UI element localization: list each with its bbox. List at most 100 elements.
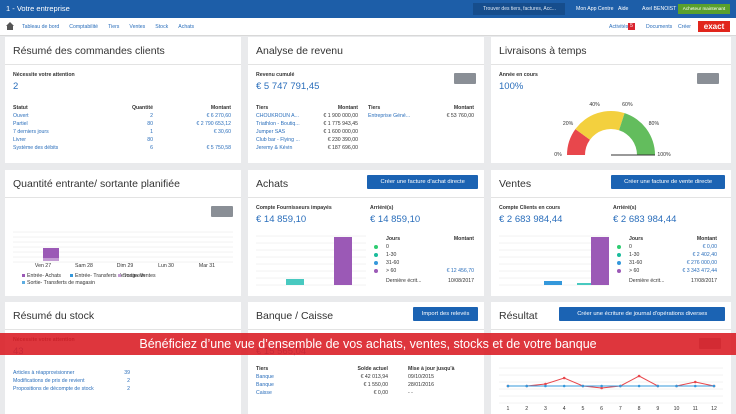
table-cell[interactable]: Livrer (13, 137, 26, 143)
table-cell[interactable]: Jumper SAS (256, 129, 286, 135)
documents[interactable]: Documents (646, 24, 673, 30)
table-cell[interactable]: Propositions de décompte de stock (13, 386, 94, 392)
link[interactable]: Aide (618, 6, 629, 12)
table-cell[interactable]: 80 (147, 121, 153, 127)
table-cell[interactable]: Banque (256, 374, 274, 380)
panel: Résultat Créer une écriture de journal d'… (491, 302, 731, 414)
table-cell[interactable]: 39 (124, 370, 130, 376)
chart (13, 231, 233, 263)
last-entry-date: 10/08/2017 (448, 278, 474, 284)
label: Nécessite votre attention (13, 72, 75, 78)
divider (491, 64, 731, 65)
create[interactable]: Créer (678, 24, 691, 30)
table-cell[interactable]: 6 (150, 145, 153, 151)
activities[interactable]: Activités (609, 24, 629, 30)
buy-button[interactable]: Acheteur maintenant (678, 4, 730, 14)
table-cell[interactable]: 80 (147, 137, 153, 143)
legend-dot (617, 253, 621, 257)
column-header: Quantité (131, 105, 153, 111)
company-switch[interactable]: 1 - Votre entreprise (6, 4, 70, 13)
column-header: Montant (453, 236, 474, 242)
search[interactable]: Trouver des tiers, factures, Acc... (473, 3, 565, 15)
table-cell[interactable]: € 30,60 (213, 129, 231, 135)
table-cell[interactable]: 2 (127, 386, 130, 392)
count-badge: 5 (628, 23, 635, 30)
nav-item[interactable]: Tiers (108, 24, 120, 30)
column-header: Tiers (368, 105, 381, 111)
x-tick-label: 8 (637, 406, 641, 412)
nav-item[interactable]: Comptabilité (69, 24, 99, 30)
x-tick-label: 11 (692, 406, 698, 412)
action-button[interactable]: Créer une facture d'achat directe (367, 175, 478, 189)
table-cell[interactable]: € 6 270,60 (206, 113, 231, 119)
action-button[interactable]: Créer une écriture de journal d'opératio… (559, 307, 725, 321)
table-cell[interactable]: Articles à réapprovisionner (13, 370, 75, 376)
view-select[interactable] (697, 73, 719, 84)
link[interactable]: Axel BENOIST (642, 6, 677, 12)
point (525, 384, 529, 388)
table-cell[interactable]: Partiel (13, 121, 28, 127)
table-cell[interactable]: € 5 750,58 (206, 145, 231, 151)
point (693, 380, 697, 384)
bar (286, 279, 304, 285)
view-select[interactable] (211, 206, 233, 217)
brand-logo: exact (698, 21, 730, 32)
link[interactable]: Mon App Centre (576, 6, 614, 12)
legend-dot (374, 253, 378, 257)
nav-item[interactable]: Achats (178, 24, 195, 30)
table-cell[interactable]: Entreprise Géné... (368, 113, 411, 119)
table-cell[interactable]: Jeremy & Kévin (256, 145, 293, 151)
table-cell[interactable]: Ouvert (13, 113, 29, 119)
table-cell[interactable]: € 2 402,40 (692, 252, 717, 258)
x-tick-label: 5 (581, 406, 585, 412)
column-header: Tiers (256, 105, 269, 111)
view-select[interactable] (454, 73, 476, 84)
kpi: € 2 683 984,44 (499, 214, 563, 225)
point (600, 386, 603, 390)
table-cell[interactable]: Triathlon - Boutiq... (256, 121, 300, 127)
nav-item[interactable]: Tableau de bord (22, 24, 60, 30)
table-cell[interactable]: € 0,00 (702, 244, 717, 250)
x-tick-label: Dim 29 (116, 263, 134, 269)
table-cell[interactable]: 1 (150, 129, 153, 135)
divider (5, 197, 241, 198)
label: Année en cours (499, 72, 538, 78)
action-button[interactable]: Import des relevés (413, 307, 478, 321)
nav-item[interactable]: Ventes (129, 24, 146, 30)
x-tick-label: 10 (673, 406, 680, 412)
nav-item[interactable]: Stock (155, 24, 169, 30)
table-cell[interactable]: € 3 343 472,44 (682, 268, 717, 274)
point (562, 376, 566, 380)
action-button[interactable]: Créer une facture de vente directe (611, 175, 725, 189)
column-header: Tiers (256, 366, 269, 372)
label: Revenu cumulé (256, 72, 295, 78)
kpi: 100% (499, 81, 524, 92)
column-header: Jours (629, 236, 644, 242)
table-cell[interactable]: € 2 790 653,12 (196, 121, 231, 127)
table-cell[interactable]: Club bar - Flying ... (256, 137, 300, 143)
table-cell: € 1 550,00 (363, 382, 388, 388)
table-cell[interactable]: Banque (256, 382, 274, 388)
table-cell[interactable]: 2 (127, 378, 130, 384)
x-tick-label: 2 (525, 406, 529, 412)
table-cell[interactable]: Caisse (256, 390, 272, 396)
table-cell[interactable]: 7 derniers jours (13, 129, 49, 135)
panel: Achats Créer une facture d'achat directe C… (248, 170, 484, 296)
gauge-band (619, 113, 655, 155)
table-cell[interactable]: € 12 456,70 (446, 268, 474, 274)
table-cell[interactable]: 2 (150, 113, 153, 119)
divider (5, 329, 241, 330)
table-cell: € 1 900 000,00 (323, 113, 358, 119)
table-cell[interactable]: € 276 000,00 (686, 260, 717, 266)
panel: Analyse de revenu Revenu cumulé € 5 747 79… (248, 37, 484, 163)
x-tick-label: 4 (562, 406, 566, 412)
table-cell[interactable]: Modifications de prix de revient (13, 378, 85, 384)
column-header: Jours (386, 236, 401, 242)
table-cell[interactable]: CHOUKROUN A... (256, 113, 299, 119)
home-icon[interactable] (6, 22, 14, 30)
legend-dot (374, 261, 378, 265)
table-cell[interactable]: Système des débits (13, 145, 59, 151)
legend-swatch (22, 274, 25, 277)
point (506, 384, 510, 388)
